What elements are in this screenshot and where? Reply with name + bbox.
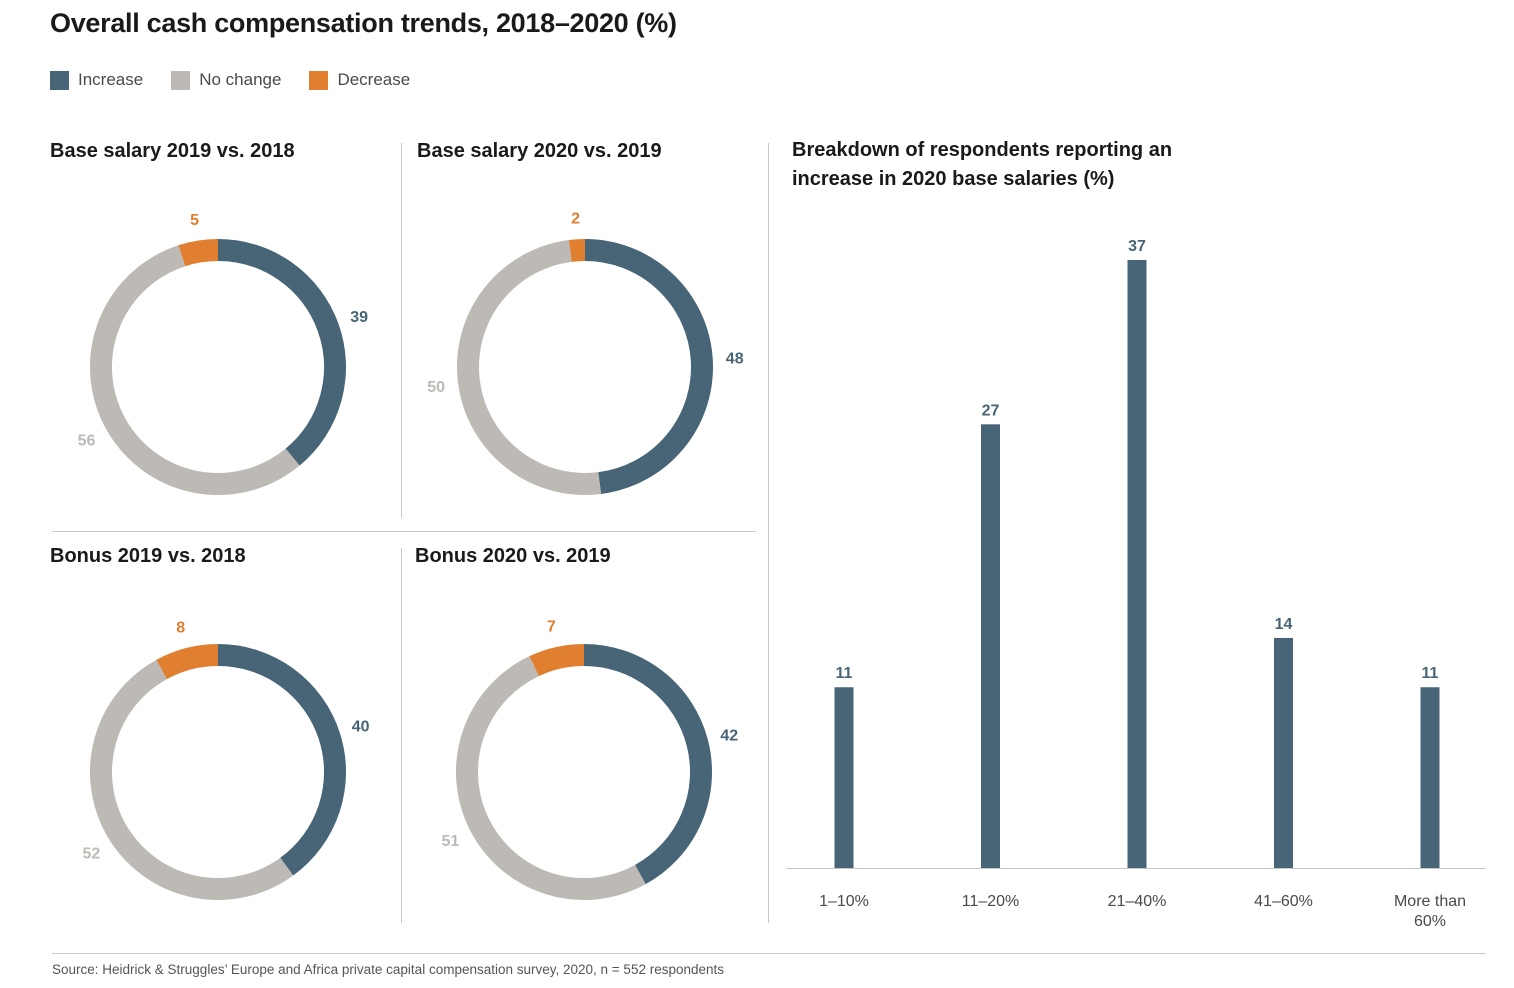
donut-base-2019-slice-no-change	[90, 245, 300, 495]
legend: Increase No change Decrease	[50, 70, 410, 90]
donut-base-2019-label-decrease: 5	[190, 212, 199, 229]
bar-chart-title: Breakdown of respondents reporting an in…	[792, 139, 1173, 190]
bar-3	[1127, 260, 1147, 868]
x-tick-label-2: 11–20%	[962, 893, 1020, 910]
donut-base-2019-label-increase: 39	[350, 309, 368, 326]
donut-base-2019-slice-increase	[217, 239, 346, 466]
chart-title: Overall cash compensation trends, 2018–2…	[50, 8, 677, 38]
legend-label-no-change: No change	[199, 70, 282, 89]
divider-vertical-top	[401, 143, 402, 518]
donut-base-2020-slice-increase	[584, 239, 713, 494]
bar-3-value-label: 37	[1128, 238, 1146, 255]
donut-bonus-2020-slice-no-change	[456, 656, 646, 900]
x-tick-label-3: 21–40%	[1108, 893, 1167, 910]
donut-bonus-2020-slice-decrease	[529, 644, 585, 677]
legend-swatch-no-change	[171, 70, 191, 90]
donut-bonus-2020-label-increase: 42	[720, 728, 738, 745]
bar-2-value-label: 27	[982, 402, 1000, 419]
legend-label-decrease: Decrease	[337, 70, 411, 89]
donut-bonus-2020-label-decrease: 7	[547, 619, 556, 636]
donut-bonus-2019-label-increase: 40	[352, 719, 370, 736]
donut-title-bonus-2019: Bonus 2019 vs. 2018	[50, 545, 246, 567]
bar-1	[834, 687, 854, 868]
donut-title-bonus-2020: Bonus 2020 vs. 2019	[415, 545, 611, 567]
x-tick-label-5: More than 60%	[1394, 893, 1466, 930]
donut-bonus-2019-slice-increase	[217, 644, 346, 876]
divider-vertical-bottom	[401, 548, 402, 923]
divider-footer	[52, 953, 1486, 954]
bar-4	[1274, 637, 1293, 868]
donut-bonus-2019-slice-no-change	[90, 659, 294, 900]
bar-5	[1420, 687, 1440, 868]
donut-base-2019-slice-decrease	[178, 239, 219, 267]
donut-title-base-2019: Base salary 2019 vs. 2018	[50, 140, 295, 162]
donut-bonus-2020-label-no-change: 51	[441, 833, 459, 850]
donut-title-base-2020: Base salary 2020 vs. 2019	[417, 140, 662, 162]
bar-2	[981, 424, 1000, 868]
donut-base-2020-label-decrease: 2	[571, 210, 580, 227]
bar-1-value-label: 11	[836, 665, 853, 682]
legend-swatch-increase	[50, 70, 69, 90]
donut-base-2020-slice-no-change	[457, 240, 601, 495]
divider-vertical-main	[768, 143, 769, 923]
legend-item-decrease: Decrease	[309, 70, 410, 90]
legend-item-increase: Increase	[50, 70, 143, 90]
bar-4-value-label: 14	[1275, 616, 1293, 633]
bar-5-value-label: 11	[1422, 665, 1439, 682]
donut-base-2019-label-no-change: 56	[78, 432, 96, 449]
donut-bonus-2019-label-decrease: 8	[176, 620, 185, 637]
donut-bonus-2020-slice-increase	[583, 644, 712, 885]
x-tick-label-4: 41–60%	[1254, 893, 1313, 910]
legend-item-no-change: No change	[171, 70, 281, 90]
donut-base-2020-slice-decrease	[568, 239, 586, 262]
donut-base-2020-label-no-change: 50	[427, 379, 445, 396]
donut-bonus-2019-label-no-change: 52	[82, 845, 100, 862]
donut-base-2020-label-increase: 48	[726, 351, 744, 368]
legend-swatch-decrease	[309, 70, 329, 90]
source-note: Source: Heidrick & Struggles’ Europe and…	[52, 962, 725, 977]
legend-label-increase: Increase	[78, 70, 144, 89]
divider-horizontal-middle	[52, 531, 756, 532]
donut-bonus-2019-slice-decrease	[156, 644, 219, 680]
x-tick-label-1: 1–10%	[819, 893, 869, 910]
